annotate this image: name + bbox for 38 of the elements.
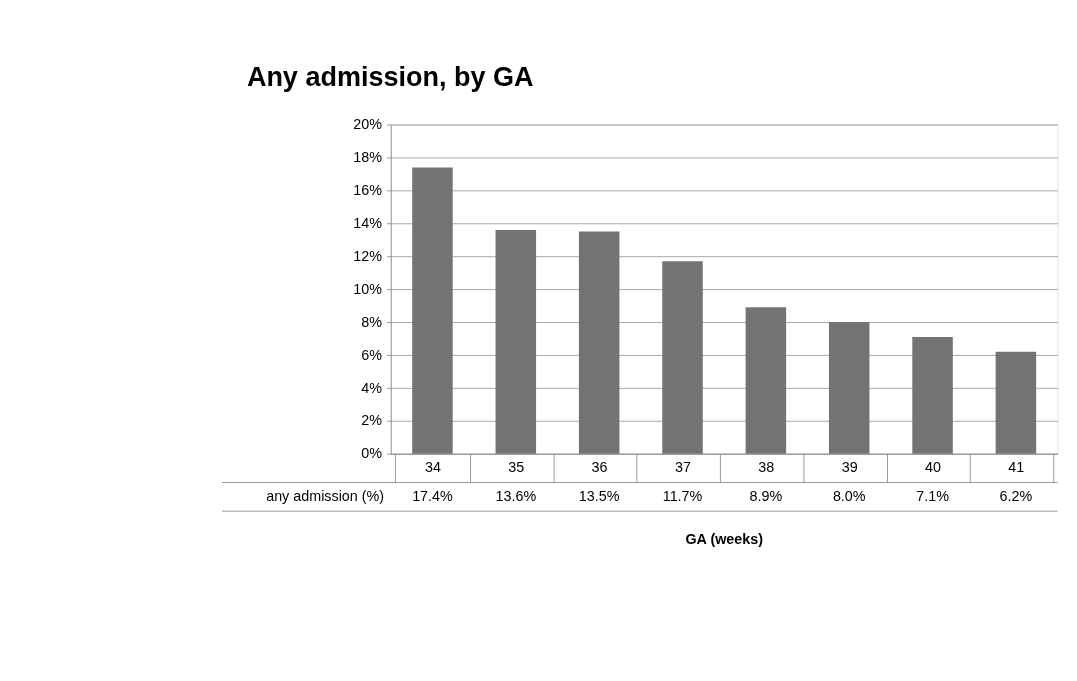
x-tick-label: 38 [758, 458, 775, 475]
x-tick-label: 34 [424, 458, 441, 475]
x-tick-label: 41 [1008, 458, 1025, 475]
data-label: 13.6% [495, 488, 537, 505]
text: any admission (%) [266, 488, 385, 505]
y-tick-label: 14% [353, 214, 383, 231]
data-label: 8.9% [749, 488, 783, 505]
data-label: 6.2% [999, 488, 1033, 505]
data-label: 7.1% [916, 488, 950, 505]
bar [995, 351, 1037, 454]
x-tick-label: 39 [841, 458, 858, 475]
chart-title: Any admission, by GA [246, 61, 534, 92]
bar [412, 167, 453, 454]
y-tick-label: 16% [353, 182, 383, 199]
bar [828, 322, 870, 454]
data-label: 17.4% [412, 488, 454, 505]
x-tick-label: 37 [674, 458, 691, 475]
y-tick-label: 10% [353, 280, 383, 297]
y-tick-label: 6% [361, 346, 383, 363]
x-tick-label: 36 [591, 458, 608, 475]
y-tick-label: 20% [353, 116, 383, 133]
bar [578, 231, 620, 454]
y-tick-label: 2% [361, 412, 383, 429]
y-tick-label: 18% [353, 149, 383, 166]
data-label: 8.0% [832, 488, 866, 505]
data-label: 13.5% [578, 488, 620, 505]
x-tick-label: 40 [925, 458, 941, 475]
bar [912, 336, 953, 454]
bar [745, 307, 787, 454]
x-axis-title: GA (weeks) [685, 531, 764, 548]
y-tick-label: 12% [353, 247, 383, 264]
bar [662, 261, 703, 454]
y-tick-label: 8% [361, 313, 383, 330]
bar [495, 229, 537, 454]
y-tick-label: 0% [361, 445, 383, 462]
x-tick-label: 35 [508, 458, 525, 475]
y-tick-label: 4% [361, 379, 383, 396]
data-label: 11.7% [662, 488, 703, 505]
